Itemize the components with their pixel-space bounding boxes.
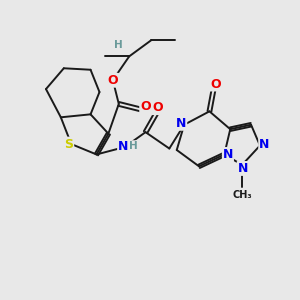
Text: O: O	[140, 100, 151, 113]
Text: N: N	[176, 117, 186, 130]
Text: N: N	[259, 138, 270, 151]
Text: H: H	[129, 141, 138, 151]
Text: N: N	[176, 117, 186, 130]
Text: N: N	[223, 148, 233, 161]
Text: O: O	[210, 77, 221, 91]
Text: O: O	[152, 101, 163, 114]
Text: S: S	[64, 138, 74, 151]
Text: H: H	[129, 141, 138, 151]
Text: H: H	[114, 40, 123, 50]
Text: N: N	[118, 140, 128, 153]
Text: O: O	[152, 101, 163, 114]
Text: O: O	[107, 74, 118, 87]
Text: CH₃: CH₃	[232, 190, 252, 200]
Text: N: N	[118, 140, 128, 153]
Text: O: O	[107, 74, 118, 87]
Text: N: N	[238, 162, 248, 175]
Text: H: H	[114, 40, 123, 50]
Text: S: S	[64, 138, 74, 151]
Text: N: N	[259, 138, 270, 151]
Text: N: N	[238, 162, 248, 175]
Text: N: N	[223, 148, 233, 161]
Text: O: O	[210, 77, 221, 91]
Text: O: O	[140, 100, 151, 113]
